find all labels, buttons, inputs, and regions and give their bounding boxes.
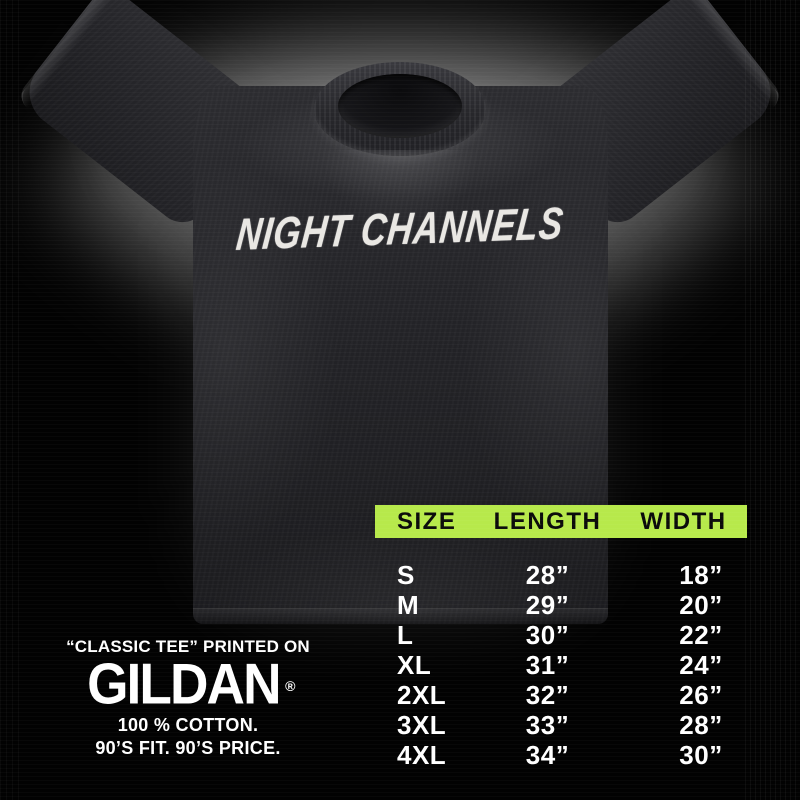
- length-value: 32”: [525, 680, 570, 710]
- size-row: XL 31” 24”: [375, 650, 747, 680]
- size-label: XL: [397, 650, 432, 680]
- size-row: S 28” 18”: [375, 560, 747, 590]
- size-label: 4XL: [397, 740, 447, 770]
- brand-logo-row: GILDAN ®: [28, 651, 348, 716]
- size-row: 4XL 34” 30”: [375, 740, 747, 770]
- width-value: 22”: [679, 620, 723, 650]
- size-label: 3XL: [397, 710, 447, 740]
- width-value: 26”: [679, 680, 723, 710]
- size-label: S: [397, 560, 415, 590]
- width-value: 20”: [679, 590, 723, 620]
- length-value: 31”: [525, 650, 570, 680]
- size-chart-header-length: LENGTH: [493, 508, 602, 535]
- size-chart-header-size: SIZE: [397, 508, 457, 535]
- width-value: 18”: [679, 560, 723, 590]
- length-value: 29”: [525, 590, 570, 620]
- size-row: 3XL 33” 28”: [375, 710, 747, 740]
- size-chart-header: SIZE LENGTH WIDTH: [375, 505, 747, 538]
- size-label: 2XL: [397, 680, 447, 710]
- size-chart-rows: S 28” 18” M 29” 20” L 30” 22” XL 31” 24”…: [375, 560, 747, 770]
- brand-block: “CLASSIC TEE” PRINTED ON GILDAN ® 100 % C…: [28, 637, 348, 759]
- size-row: L 30” 22”: [375, 620, 747, 650]
- brand-cotton-line: 100 % COTTON.: [117, 715, 259, 735]
- length-value: 30”: [525, 620, 570, 650]
- length-value: 33”: [525, 710, 570, 740]
- tshirt-collar-opening: [338, 74, 462, 138]
- size-row: M 29” 20”: [375, 590, 747, 620]
- static-noise-left: [0, 0, 20, 800]
- length-value: 28”: [525, 560, 570, 590]
- brand-fit-line: 90’S FIT. 90’S PRICE.: [95, 738, 281, 758]
- registered-trademark-icon: ®: [285, 678, 296, 694]
- size-row: 2XL 32” 26”: [375, 680, 747, 710]
- gildan-logo: GILDAN: [86, 651, 281, 716]
- size-label: M: [397, 590, 420, 620]
- size-chart: SIZE LENGTH WIDTH S 28” 18” M 29” 20” L …: [375, 505, 747, 770]
- size-label: L: [397, 620, 414, 650]
- width-value: 30”: [679, 740, 723, 770]
- width-value: 24”: [679, 650, 723, 680]
- size-chart-header-width: WIDTH: [640, 508, 727, 535]
- length-value: 34”: [525, 740, 570, 770]
- width-value: 28”: [679, 710, 723, 740]
- brand-tagline: “CLASSIC TEE” PRINTED ON: [66, 637, 310, 656]
